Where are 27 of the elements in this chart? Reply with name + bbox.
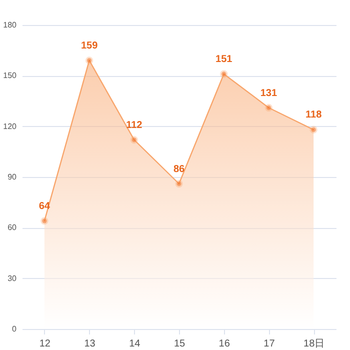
x-tick-label: 12 (39, 338, 51, 350)
y-tick-label: 150 (3, 71, 18, 80)
data-label: 86 (173, 164, 185, 175)
point (85, 56, 94, 64)
y-tick-label: 90 (8, 172, 18, 182)
x-tick-label: 13 (84, 338, 96, 350)
point (310, 126, 318, 134)
y-tick-label: 30 (8, 274, 18, 283)
data-label: 159 (80, 40, 98, 52)
point (220, 70, 228, 78)
y-tick-label: 0 (12, 324, 18, 334)
data-label: 151 (216, 54, 233, 65)
x-tick-label: 17 (264, 338, 276, 350)
x-tick-label: 14 (129, 338, 141, 350)
y-tick-label: 120 (3, 122, 18, 131)
point (175, 180, 183, 188)
y-tick-label: 60 (8, 223, 18, 232)
point (40, 217, 48, 225)
data-label: 118 (306, 110, 322, 121)
data-label: 131 (260, 88, 278, 99)
x-tick-label: 15 (174, 338, 186, 350)
x-tick-label: 18日 (304, 338, 325, 350)
y-tick-label: 180 (3, 20, 18, 30)
point (264, 104, 273, 112)
point (130, 136, 138, 144)
data-label: 112 (126, 120, 143, 131)
x-tick-label: 16 (218, 338, 230, 350)
